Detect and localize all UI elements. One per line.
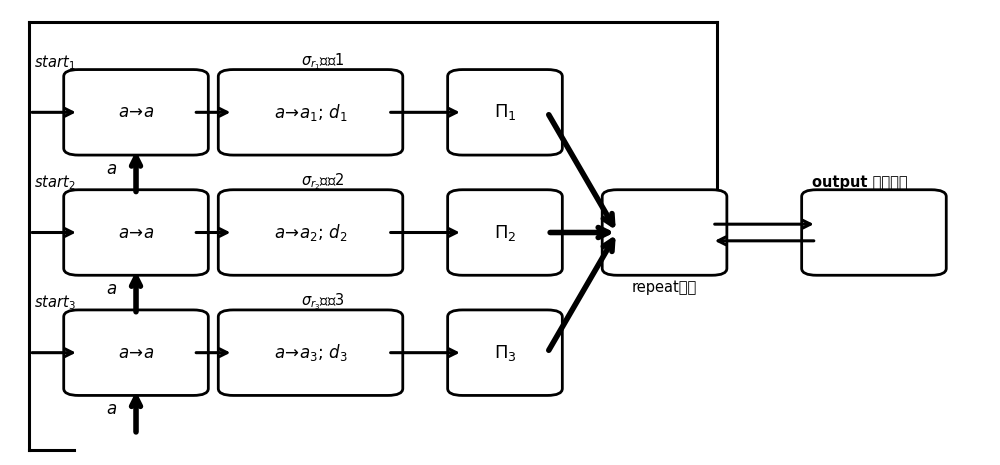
- Text: $\Pi_2$: $\Pi_2$: [494, 222, 516, 243]
- FancyBboxPatch shape: [64, 190, 208, 275]
- Text: $a\!\rightarrow\!a_1;\,d_1$: $a\!\rightarrow\!a_1;\,d_1$: [274, 102, 347, 123]
- FancyBboxPatch shape: [218, 70, 403, 155]
- Text: $\sigma_{r_3}$操作3: $\sigma_{r_3}$操作3: [301, 292, 344, 312]
- FancyBboxPatch shape: [448, 70, 562, 155]
- Text: $a\!\rightarrow\!a$: $a\!\rightarrow\!a$: [118, 103, 154, 121]
- Text: $a\!\rightarrow\!a_3;\,d_3$: $a\!\rightarrow\!a_3;\,d_3$: [274, 342, 347, 363]
- FancyBboxPatch shape: [218, 190, 403, 275]
- Text: $a\!\rightarrow\!a$: $a\!\rightarrow\!a$: [118, 344, 154, 362]
- Text: start$_1$: start$_1$: [34, 53, 76, 72]
- Text: $\sigma_{r_2}$操作2: $\sigma_{r_2}$操作2: [301, 172, 344, 192]
- Text: $\Pi_1$: $\Pi_1$: [494, 102, 516, 122]
- Text: repeat确认: repeat确认: [632, 280, 697, 295]
- Text: output 操作完成: output 操作完成: [812, 175, 907, 190]
- Text: $\sigma_{r_1}$操作1: $\sigma_{r_1}$操作1: [301, 51, 344, 72]
- Text: $a$: $a$: [106, 160, 117, 178]
- FancyBboxPatch shape: [64, 310, 208, 395]
- FancyBboxPatch shape: [218, 310, 403, 395]
- FancyBboxPatch shape: [802, 190, 946, 275]
- FancyBboxPatch shape: [602, 190, 727, 275]
- Text: start$_2$: start$_2$: [34, 173, 76, 192]
- Text: $\Pi_3$: $\Pi_3$: [494, 343, 516, 363]
- FancyBboxPatch shape: [448, 310, 562, 395]
- Text: $a$: $a$: [106, 280, 117, 298]
- Text: $a$: $a$: [106, 400, 117, 418]
- FancyBboxPatch shape: [64, 70, 208, 155]
- Text: start$_3$: start$_3$: [34, 293, 76, 312]
- Text: $a\!\rightarrow\!a_2;\,d_2$: $a\!\rightarrow\!a_2;\,d_2$: [274, 222, 347, 243]
- FancyBboxPatch shape: [448, 190, 562, 275]
- Text: $a\!\rightarrow\!a$: $a\!\rightarrow\!a$: [118, 224, 154, 241]
